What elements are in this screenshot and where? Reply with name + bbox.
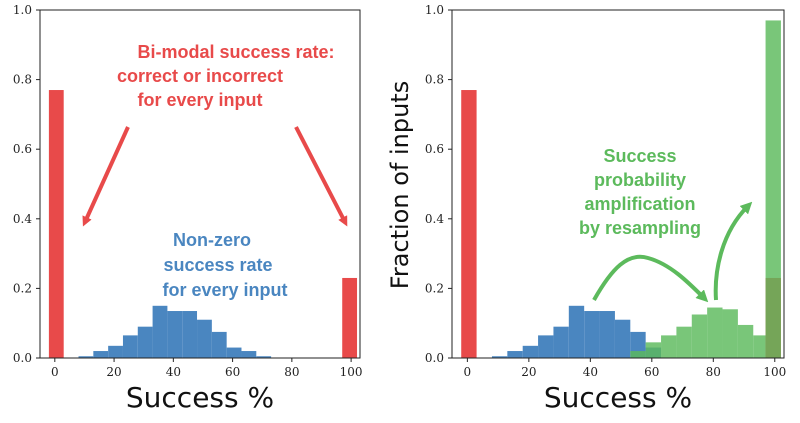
right-y-tick-label-1: 0.2 (425, 281, 444, 295)
right-non-zero-bar-3 (538, 335, 554, 358)
ann-amp-line-1: Success (603, 146, 676, 166)
right-non-zero-bar-6 (584, 311, 600, 358)
arrow-to-hundred-green (713, 201, 753, 301)
left-bars (48, 90, 358, 358)
left-y-tick-label-0: 0.0 (13, 351, 32, 365)
left-non-zero-bar-7 (182, 311, 198, 358)
left-x-ticks: 0 20 40 60 80 100 (51, 358, 363, 379)
right-amplified-bar-6 (722, 309, 738, 358)
right-non-zero-bar-5 (568, 305, 585, 358)
right-y-tick-label-2: 0.4 (425, 212, 444, 226)
left-annotation-bimodal: Bi-modal success rate: correct or incorr… (82, 42, 348, 227)
left-non-zero-bar-9 (211, 331, 227, 358)
right-y-label: Fraction of inputs (386, 81, 414, 289)
left-non-zero-bar-8 (197, 319, 212, 358)
right-amplified-bar-9 (765, 20, 781, 358)
right-y-tick-label-0: 0.0 (425, 351, 444, 365)
right-bars (461, 20, 781, 358)
left-non-zero-bar-0 (78, 356, 94, 358)
left-non-zero-bar-1 (93, 351, 109, 358)
ann-bimodal-line-1: Bi-modal success rate: (137, 42, 334, 62)
left-non-zero-bar-10 (226, 347, 242, 358)
right-x-label: Success % (544, 381, 692, 414)
right-amplified-bar-7 (737, 324, 754, 358)
left-annotation-nonzero: Non-zero success rate for every input (162, 230, 287, 300)
left-y-tick-label-3: 0.6 (13, 142, 32, 156)
right-x-tick-label-3: 60 (644, 365, 659, 379)
right-non-zero-bar-0 (491, 356, 508, 358)
right-amplified-bar-4 (691, 314, 708, 358)
arrow-shift-to-right (592, 254, 709, 303)
right-annotation-amplification: Success probability amplification by res… (579, 146, 753, 303)
left-x-label: Success % (126, 381, 274, 414)
left-non-zero-bar-3 (122, 335, 138, 358)
left-y-tick-label-2: 0.4 (13, 212, 32, 226)
left-non-zero-bar-2 (108, 345, 123, 358)
left-x-tick-label-1: 20 (106, 365, 121, 379)
right-amplified-bar-3 (676, 326, 692, 358)
right-x-tick-label-5: 100 (763, 365, 786, 379)
ann-bimodal-line-3: for every input (137, 90, 262, 110)
left-x-tick-label-5: 100 (340, 365, 363, 379)
left-x-tick-label-3: 60 (225, 365, 240, 379)
left-y-tick-label-4: 0.8 (13, 73, 32, 87)
left-axes-frame (39, 9, 361, 359)
right-amplified-bar-5 (707, 307, 723, 358)
right-non-zero-bar-1 (507, 351, 523, 358)
right-non-zero-bar-7 (599, 311, 615, 358)
left-non-zero-bar-6 (167, 311, 183, 358)
left-y-tick-label-5: 1.0 (13, 3, 32, 17)
right-y-tick-label-3: 0.6 (425, 142, 444, 156)
left-non-zero-bar-11 (241, 351, 257, 358)
right-y-tick-label-4: 0.8 (425, 73, 444, 87)
left-non-zero-bar-4 (137, 326, 153, 358)
right-y-tick-label-5: 1.0 (425, 3, 444, 17)
right-x-ticks: 0 20 40 60 80 100 (464, 358, 786, 379)
right-x-tick-label-2: 40 (583, 365, 598, 379)
ann-nonzero-line-1: Non-zero (173, 230, 251, 250)
ann-nonzero-line-2: success rate (163, 255, 272, 275)
ann-bimodal-line-2: correct or incorrect (117, 66, 283, 86)
right-amplified-bar-8 (753, 335, 766, 358)
right-non-zero-bar-8 (614, 319, 631, 358)
left-non-zero-bar-5 (152, 305, 168, 358)
ann-amp-line-4: by resampling (579, 218, 701, 238)
left-y-ticks: 0.0 0.2 0.4 0.6 0.8 1.0 (13, 3, 40, 365)
left-non-zero-bar-12 (256, 356, 272, 358)
left-x-tick-label-4: 80 (284, 365, 299, 379)
right-x-tick-label-4: 80 (706, 365, 721, 379)
left-panel: 0.0 0.2 0.4 0.6 0.8 1.0 0 20 40 60 80 100 Success … (13, 3, 363, 414)
right-amplified-bar-0 (630, 351, 646, 358)
left-bi-modal-bar-0 (48, 90, 64, 358)
right-x-tick-label-1: 20 (521, 365, 536, 379)
left-bi-modal-bar-1 (342, 277, 358, 358)
ann-amp-line-2: probability (594, 170, 686, 190)
right-panel: 0.0 0.2 0.4 0.6 0.8 1.0 0 20 40 60 80 100 Success … (386, 3, 786, 414)
right-axes-frame (451, 9, 785, 359)
left-x-tick-label-0: 0 (51, 365, 59, 379)
arrow-to-hundred (294, 126, 348, 227)
ann-amp-line-3: amplification (584, 194, 695, 214)
right-x-tick-label-0: 0 (464, 365, 472, 379)
ann-nonzero-line-3: for every input (162, 280, 287, 300)
right-non-zero-bar-4 (553, 326, 569, 358)
right-amplified-bar-1 (645, 342, 662, 358)
arrow-to-zero (82, 126, 130, 227)
right-y-ticks: 0.0 0.2 0.4 0.6 0.8 1.0 (425, 3, 452, 365)
right-amplified-bar-2 (661, 335, 677, 358)
left-y-tick-label-1: 0.2 (13, 281, 32, 295)
right-non-zero-bar-2 (522, 345, 539, 358)
left-x-tick-label-2: 40 (166, 365, 181, 379)
right-bi-modal-bar-0 (461, 90, 477, 358)
